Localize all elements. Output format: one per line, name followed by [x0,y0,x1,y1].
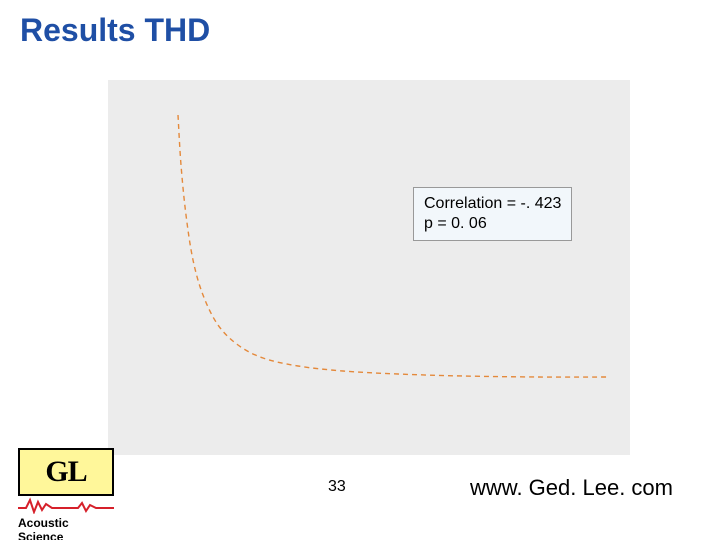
trend-curve [108,80,630,455]
logo-caption: Acoustic Science [18,516,114,540]
annotation-line-1: Correlation = -. 423 [424,194,561,214]
logo-wave-icon [18,496,114,514]
logo-box: GL [18,448,114,496]
website-url: www. Ged. Lee. com [470,475,673,501]
page-number: 33 [328,478,346,496]
annotation-box: Correlation = -. 423 p = 0. 06 [413,187,572,241]
chart-area: Correlation = -. 423 p = 0. 06 [108,80,630,455]
slide: Results THD Correlation = -. 423 p = 0. … [0,0,720,540]
slide-title: Results THD [20,12,210,49]
annotation-line-2: p = 0. 06 [424,214,561,234]
logo-text: GL [45,457,86,487]
logo: GL Acoustic Science [18,448,114,540]
